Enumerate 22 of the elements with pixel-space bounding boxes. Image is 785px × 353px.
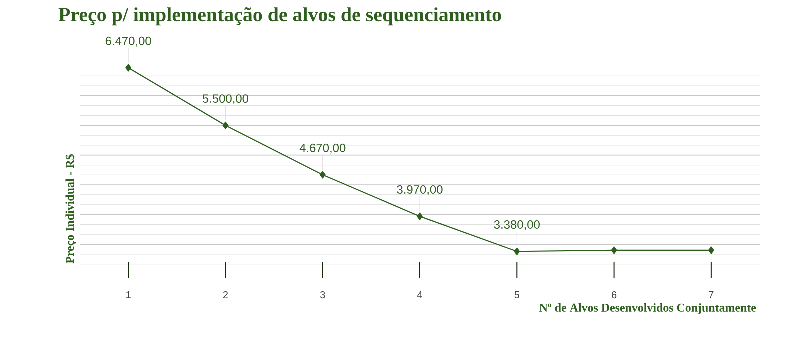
x-tick-label: 2 <box>223 292 228 298</box>
point <box>126 64 132 72</box>
x-tick-label: 5 <box>514 292 520 298</box>
data-label: 5.500,00 <box>202 94 249 104</box>
x-tick-label: 7 <box>709 292 714 298</box>
data-label: 6.470,00 <box>106 36 152 47</box>
data-label: 4.670,00 <box>300 144 346 154</box>
x-tick-label: 1 <box>126 292 131 298</box>
x-axis-title: Nº de Alvos Desenvolvidos Conjuntamente <box>540 304 756 314</box>
point <box>708 246 714 254</box>
point <box>611 246 618 254</box>
chart-title: Preço p/ implementação de alvos de sequenciamento <box>58 8 502 26</box>
point <box>320 171 326 179</box>
point <box>222 122 229 130</box>
x-tick-label: 3 <box>320 292 326 299</box>
point <box>417 212 423 220</box>
x-tick-label: 6 <box>612 292 617 299</box>
x-tick-label: 4 <box>417 292 422 298</box>
point <box>514 248 520 256</box>
data-label: 3.380,00 <box>494 220 540 230</box>
data-label: 3.970,00 <box>397 186 443 196</box>
y-axis-title: Preço Individual - R$ <box>65 154 76 264</box>
